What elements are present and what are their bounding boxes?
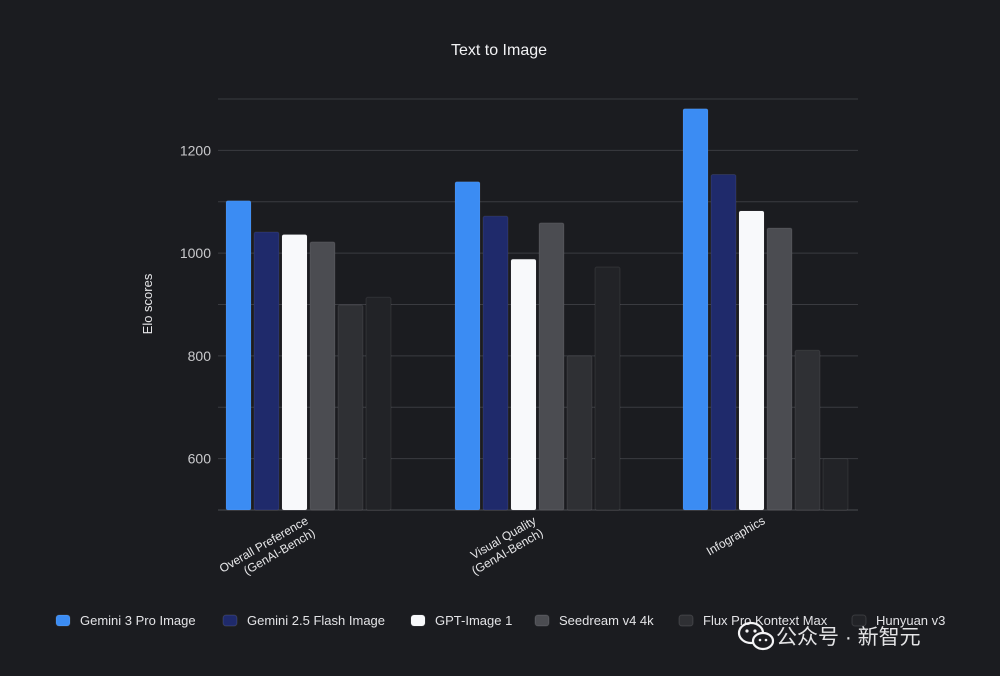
- legend-swatch: [678, 614, 694, 627]
- legend: Gemini 3 Pro Image Gemini 2.5 Flash Image…: [55, 613, 945, 628]
- y-axis-label: Elo scores: [140, 273, 155, 334]
- category-label: Infographics: [704, 513, 768, 558]
- bar: [253, 231, 280, 511]
- legend-label: GPT-Image 1: [435, 613, 512, 628]
- wechat-icon: [737, 621, 775, 651]
- bar: [566, 355, 593, 511]
- legend-item: Seedream v4 4k: [534, 613, 654, 628]
- category-labels: Overall Preference(GenAI-Bench) Visual Qu…: [217, 513, 768, 577]
- legend-item: GPT-Image 1: [410, 613, 512, 628]
- bar: [738, 210, 765, 511]
- bar: [794, 349, 821, 511]
- category-label: Overall Preference(GenAI-Bench): [217, 513, 318, 577]
- legend-item: Gemini 2.5 Flash Image: [222, 613, 385, 628]
- legend-swatch: [222, 614, 238, 627]
- y-tick-label: 800: [188, 348, 212, 364]
- y-tick-label: 600: [188, 451, 212, 467]
- bar: [594, 266, 621, 511]
- bar: [766, 227, 793, 511]
- legend-item: Gemini 3 Pro Image: [55, 613, 196, 628]
- watermark-text: 公众号 · 新智元: [776, 626, 921, 649]
- bar: [225, 200, 252, 511]
- bar: [454, 181, 481, 511]
- bar: [281, 234, 308, 511]
- legend-label: Hunyuan v3: [876, 613, 945, 628]
- bar: [309, 241, 336, 511]
- y-tick-label: 1000: [180, 245, 211, 261]
- legend-label: Gemini 3 Pro Image: [80, 613, 196, 628]
- legend-swatch: [851, 614, 867, 627]
- watermark: 公众号 · 新智元: [737, 621, 921, 651]
- y-tick-labels: 600 800 1000 1200: [180, 142, 211, 466]
- bar: [365, 296, 392, 511]
- chart-title: Text to Image: [451, 42, 547, 59]
- category-label: Visual Quality(GenAI-Bench): [468, 513, 545, 577]
- legend-label: Seedream v4 4k: [559, 613, 654, 628]
- bar: [482, 215, 509, 511]
- legend-item: Flux Pro Kontext Max: [678, 613, 828, 628]
- bars: [225, 108, 849, 511]
- legend-swatch: [55, 614, 71, 627]
- legend-swatch: [410, 614, 426, 627]
- category-label-line: Infographics: [704, 513, 768, 558]
- bar: [337, 304, 364, 511]
- y-tick-label: 1200: [180, 142, 211, 158]
- bar: [710, 174, 737, 511]
- legend-label: Flux Pro Kontext Max: [703, 613, 828, 628]
- legend-item: Hunyuan v3: [851, 613, 945, 628]
- bar: [822, 458, 849, 511]
- legend-label: Gemini 2.5 Flash Image: [247, 613, 385, 628]
- bar: [510, 258, 537, 511]
- bar: [538, 222, 565, 511]
- bar: [682, 108, 709, 511]
- legend-swatch: [534, 614, 550, 627]
